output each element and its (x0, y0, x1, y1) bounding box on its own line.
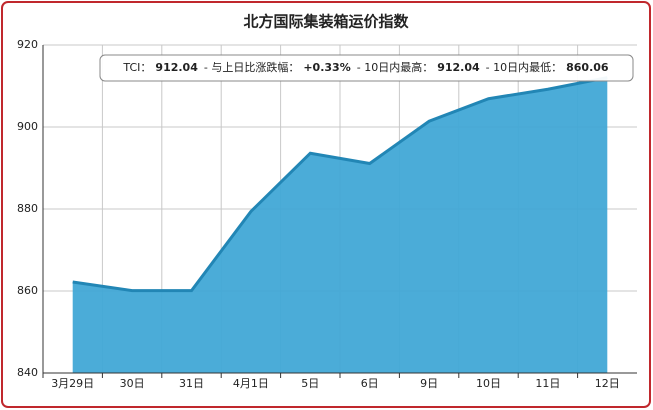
y-tick-label: 860 (17, 284, 38, 297)
x-tick-label: 10日 (476, 377, 501, 390)
x-tick-label: 6日 (361, 377, 379, 390)
x-tick-label: 9日 (420, 377, 438, 390)
annotation-value: 912.04 (437, 61, 480, 74)
chart-title: 北方国际集装箱运价指数 (243, 13, 409, 31)
annotation-box (99, 54, 634, 82)
x-tick-label: 31日 (179, 377, 204, 390)
annotation-label: - 10日内最高： (357, 60, 433, 74)
area (72, 77, 608, 374)
x-tick-label: 5日 (301, 377, 319, 390)
annotation-value: 912.04 (155, 61, 198, 74)
y-tick-label: 840 (17, 366, 38, 379)
annotation-value: 860.06 (566, 61, 609, 74)
x-tick-label: 11日 (535, 377, 560, 390)
annotation: TCI： 912.04 - 与上日比涨跌幅： +0.33% - 10日内最高： 912.0… (122, 60, 608, 74)
annotation-value: +0.33% (303, 61, 350, 74)
x-tick-label: 3月29日 (51, 377, 94, 390)
y-tick-label: 880 (17, 202, 38, 215)
annotation-label: - 10日内最低： (486, 60, 562, 74)
y-tick-label: 900 (17, 120, 38, 133)
x-tick-label: 12日 (595, 377, 620, 390)
x-tick-label: 30日 (120, 377, 145, 390)
annotation-label: - 与上日比涨跌幅： (204, 60, 299, 74)
y-tick-label: 920 (17, 38, 38, 51)
annotation-label: TCI： (122, 61, 151, 74)
x-tick-label: 4月1日 (233, 377, 269, 390)
line (72, 76, 608, 293)
